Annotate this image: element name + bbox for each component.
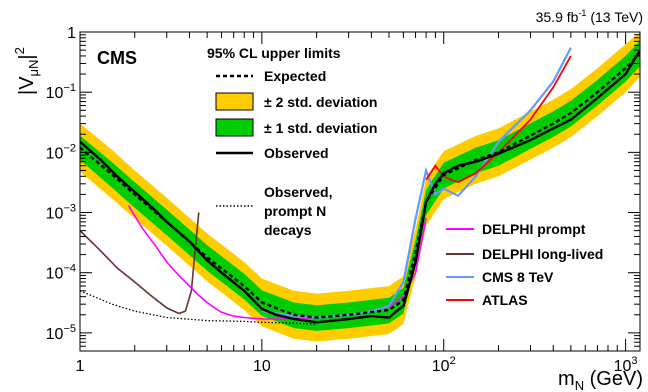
x-tick-label: 103: [614, 355, 638, 375]
band-1sigma: [80, 40, 640, 331]
y-tick-label: 10−4: [46, 263, 76, 283]
legend-observed-label: Observed: [264, 145, 329, 161]
expected-curve: [80, 52, 640, 319]
legend-band2-label: ± 2 std. deviation: [264, 94, 377, 110]
y-tick-label: 10−3: [46, 203, 76, 223]
legend-band1-swatch: [215, 118, 254, 137]
plot-frame: [79, 31, 641, 352]
y-axis-title: |VμN|2: [12, 47, 41, 95]
legend-cms8-label: CMS 8 TeV: [482, 269, 554, 285]
legend-expected-label: Expected: [264, 68, 326, 84]
legend-delphi-prompt-label: DELPHI prompt: [482, 221, 586, 237]
limit-curves: [80, 47, 640, 325]
x-tick-label: 102: [432, 355, 456, 375]
axes: 1 10 102 103 1 10−1 10−2 10−3 10−4 10−5: [46, 25, 640, 375]
uncertainty-bands: [80, 32, 640, 342]
cms-label: CMS: [97, 48, 137, 68]
legend: 95% CL upper limits Expected ± 2 std. de…: [207, 45, 377, 238]
legend-external: DELPHI prompt DELPHI long-lived CMS 8 Te…: [446, 221, 603, 308]
x-tick-label: 1: [76, 358, 85, 375]
observed-curve: [80, 49, 640, 324]
plot-area: [80, 32, 640, 342]
legend-title: 95% CL upper limits: [207, 45, 341, 61]
legend-prompt-label-1: Observed,: [264, 184, 332, 200]
y-tick-label: 10−5: [46, 323, 76, 343]
x-tick-label: 10: [253, 358, 271, 375]
observed-prompt-curve: [80, 290, 317, 325]
legend-atlas-label: ATLAS: [482, 292, 528, 308]
x-axis-title: mN (GeV): [558, 368, 643, 392]
y-tick-label: 10−1: [46, 82, 76, 102]
legend-delphi-long-label: DELPHI long-lived: [482, 246, 603, 262]
atlas-curve: [425, 55, 572, 184]
legend-band2-swatch: [215, 92, 254, 111]
luminosity-label: 35.9 fb-1 (13 TeV): [536, 8, 643, 25]
legend-prompt-label-3: decays: [264, 222, 312, 238]
y-tick-label: 1: [67, 25, 76, 42]
y-tick-label: 10−2: [46, 142, 76, 162]
legend-prompt-label-2: prompt N: [264, 203, 326, 219]
legend-band1-label: ± 1 std. deviation: [264, 120, 377, 136]
delphi-long-lived-curve: [80, 212, 200, 315]
